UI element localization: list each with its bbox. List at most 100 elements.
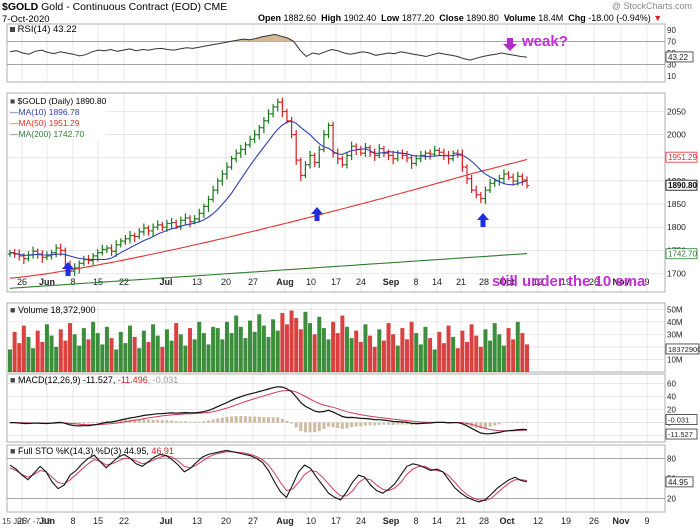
rsi-y-tick-label: 90 xyxy=(667,26,676,35)
volume-bar xyxy=(178,334,183,372)
macd-histogram-bar xyxy=(82,422,86,424)
volume-bar xyxy=(95,333,100,372)
volume-bar xyxy=(243,338,248,372)
rsi-overbought-fill xyxy=(10,34,527,42)
macd-histogram-bar xyxy=(303,422,307,433)
macd-legend-signal: -11.496 xyxy=(117,375,148,385)
price-x-tick-label: 10 xyxy=(306,277,316,287)
volume-bar xyxy=(497,334,502,372)
volume-bar xyxy=(100,344,105,372)
volume-bar xyxy=(312,334,317,372)
volume-bar xyxy=(423,326,428,372)
volume-bar xyxy=(164,329,169,372)
annotation-up-arrow-icon xyxy=(311,207,323,221)
low-label: Low xyxy=(381,13,400,23)
macd-histogram-bar xyxy=(391,422,395,425)
footer-x-tick-label: Oct xyxy=(499,516,514,526)
volume-bar xyxy=(460,330,465,372)
volume-bar xyxy=(501,345,506,372)
macd-histogram-bar xyxy=(290,422,294,424)
volume-bar xyxy=(229,333,234,372)
footer-x-tick-label: 17 xyxy=(331,516,341,526)
volume-bar xyxy=(8,349,12,372)
macd-histogram-bar xyxy=(363,422,367,426)
macd-histogram-bar xyxy=(479,422,483,429)
volume-bar xyxy=(520,333,525,372)
volume-bar xyxy=(155,335,160,372)
volume-y-tick-label: 10M xyxy=(667,355,683,364)
macd-legend: ■ MACD(12,26,9) -11.527, -11.496, -0.031 xyxy=(10,375,179,385)
macd-histogram-bar xyxy=(211,419,215,423)
volume-bar xyxy=(261,325,266,372)
volume-bar xyxy=(331,321,336,372)
legend-ma50: —MA(50) 1951.29 xyxy=(10,118,80,128)
volume-last-label: 18372900 xyxy=(668,345,700,354)
macd-histogram-bar xyxy=(525,422,529,423)
volume-bar xyxy=(321,328,326,372)
macd-histogram-bar xyxy=(262,417,266,423)
volume-bar xyxy=(483,329,488,372)
sto-y-tick-label: 80 xyxy=(667,454,676,463)
volume-bar xyxy=(335,333,340,372)
header-date: 7-Oct-2020 xyxy=(2,14,50,25)
annotation-up-arrow-icon xyxy=(477,213,489,227)
macd-y-tick-label: 60 xyxy=(667,380,676,389)
macd-histogram-bar xyxy=(474,422,478,428)
macd-histogram-bar xyxy=(377,422,381,425)
macd-histogram-bar xyxy=(387,422,391,425)
price-x-tick-label: Sep xyxy=(383,277,400,287)
volume-bar xyxy=(525,344,529,372)
rsi-y-tick-label: 30 xyxy=(667,61,676,70)
macd-histogram-bar xyxy=(96,422,100,423)
chg-value: -18.00 (-0.94%) xyxy=(588,13,651,23)
volume-bar xyxy=(368,335,373,372)
volume-bar xyxy=(252,331,257,372)
macd-histogram-bar xyxy=(280,418,284,423)
footer-x-tick-label: 26 xyxy=(17,516,27,526)
rsi-legend: RSI(14) 43.22 xyxy=(10,25,77,35)
macd-histogram-bar xyxy=(327,422,331,427)
sto-last-box xyxy=(665,476,694,488)
price-last-label: 1742.70 xyxy=(668,250,697,259)
price-legend: ■ $GOLD (Daily) 1890.80 —MA(10) 1896.78 … xyxy=(10,96,107,140)
macd-histogram-bar xyxy=(493,422,497,426)
close-label: Close xyxy=(439,13,464,23)
volume-bar xyxy=(289,310,294,372)
macd-histogram-bar xyxy=(151,419,155,423)
price-last-label: 1951.29 xyxy=(668,153,697,162)
volume-legend: ■ Volume 18,372,900 xyxy=(10,305,96,315)
footer-x-tick-label: 21 xyxy=(456,516,466,526)
open-value: 1882.60 xyxy=(283,13,317,23)
volume-bar xyxy=(49,335,54,372)
macd-histogram-bar xyxy=(294,422,298,428)
macd-histogram-bar xyxy=(373,422,377,426)
volume-bar xyxy=(72,334,77,372)
macd-histogram-bar xyxy=(142,419,146,423)
macd-histogram-bar xyxy=(308,422,312,433)
ma10-line xyxy=(9,120,528,261)
volume-bar xyxy=(515,321,520,372)
volume-bar xyxy=(151,324,156,372)
price-x-tick-label: Jun xyxy=(39,277,55,287)
volume-bar xyxy=(160,346,165,372)
macd-histogram-bar xyxy=(100,421,104,423)
volume-bar xyxy=(344,326,349,372)
volume-bar xyxy=(137,348,142,372)
macd-histogram-bar xyxy=(336,422,340,429)
volume-bar xyxy=(358,341,363,372)
macd-legend-text: MACD(12,26,9) -11.527, xyxy=(17,375,118,385)
volume-bar xyxy=(132,336,137,372)
macd-histogram-bar xyxy=(354,422,358,427)
macd-histogram-bar xyxy=(345,422,349,429)
volume-bar xyxy=(63,340,68,372)
volume-bar xyxy=(188,328,193,372)
macd-histogram-bar xyxy=(137,419,141,423)
footer-left-label: 15 Jul Y -7.83 xyxy=(2,517,52,526)
annotation-up-arrow-icon xyxy=(62,262,74,276)
macd-histogram-bar xyxy=(170,420,174,423)
price-x-tick-label: Nov xyxy=(612,277,629,287)
volume-bar xyxy=(432,349,437,372)
volume-bar xyxy=(26,336,31,372)
macd-histogram-bar xyxy=(317,422,321,432)
macd-histogram-bar xyxy=(507,422,511,423)
